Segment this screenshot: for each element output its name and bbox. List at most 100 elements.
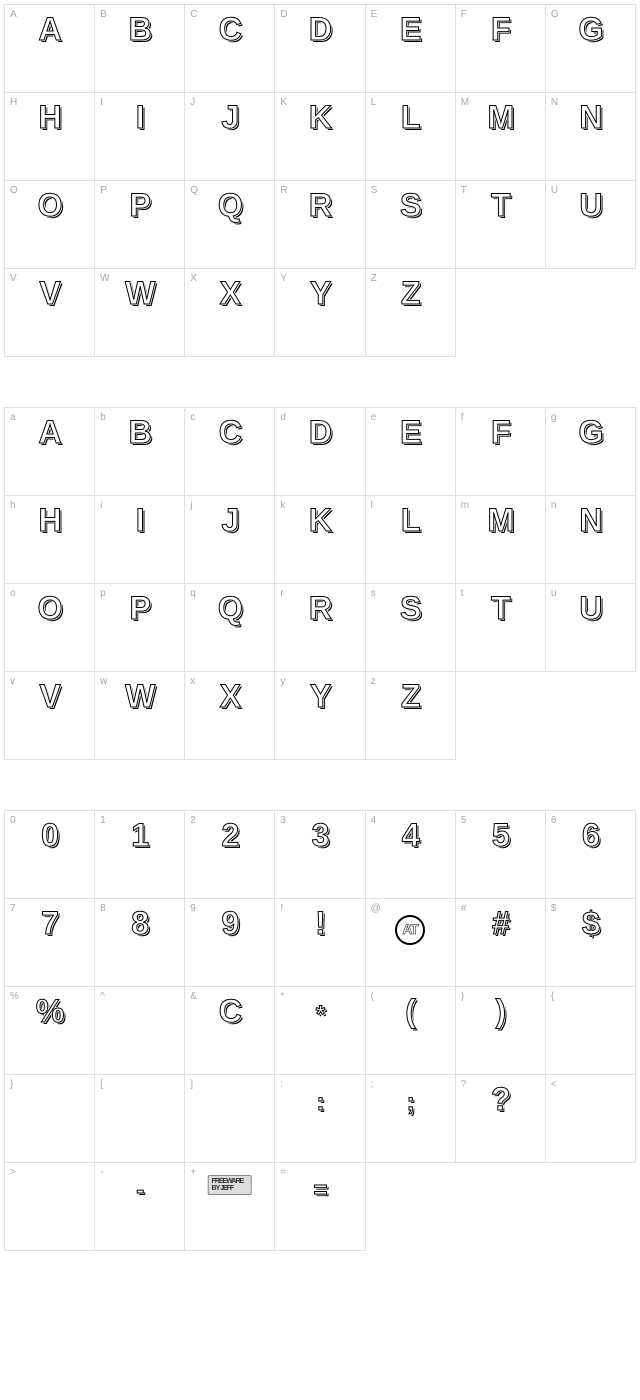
glyph-label: ^: [100, 991, 105, 1002]
glyph-cell[interactable]: ZZ: [366, 269, 456, 357]
glyph-cell[interactable]: sS: [366, 584, 456, 672]
glyph-cell[interactable]: OO: [5, 181, 95, 269]
glyph-cell[interactable]: JJ: [185, 93, 275, 181]
glyph-cell[interactable]: PP: [95, 181, 185, 269]
glyph-display: 3: [312, 817, 329, 854]
glyph-cell[interactable]: EE: [366, 5, 456, 93]
glyph-cell[interactable]: SS: [366, 181, 456, 269]
glyph-cell[interactable]: 77: [5, 899, 95, 987]
glyph-cell[interactable]: dD: [275, 408, 365, 496]
glyph-cell[interactable]: zZ: [366, 672, 456, 760]
glyph-display: D: [309, 11, 331, 48]
glyph-cell[interactable]: jJ: [185, 496, 275, 584]
glyph-cell[interactable]: II: [95, 93, 185, 181]
glyph-cell[interactable]: !!: [275, 899, 365, 987]
glyph-cell[interactable]: rR: [275, 584, 365, 672]
glyph-cell[interactable]: tT: [456, 584, 546, 672]
glyph-cell[interactable]: $$: [546, 899, 636, 987]
glyph-cell[interactable]: YY: [275, 269, 365, 357]
glyph-cell[interactable]: yY: [275, 672, 365, 760]
glyph-cell[interactable]: <: [546, 1075, 636, 1163]
glyph-cell[interactable]: ==: [275, 1163, 365, 1251]
glyph-cell[interactable]: RR: [275, 181, 365, 269]
glyph-cell[interactable]: oO: [5, 584, 95, 672]
glyph-cell[interactable]: 00: [5, 811, 95, 899]
glyph-display: :: [316, 1089, 323, 1117]
glyph-cell[interactable]: 88: [95, 899, 185, 987]
glyph-cell[interactable]: HH: [5, 93, 95, 181]
glyph-cell[interactable]: 66: [546, 811, 636, 899]
glyph-cell[interactable]: kK: [275, 496, 365, 584]
glyph-cell[interactable]: ??: [456, 1075, 546, 1163]
glyph-label: C: [190, 9, 197, 20]
glyph-cell[interactable]: gG: [546, 408, 636, 496]
glyph-cell[interactable]: pP: [95, 584, 185, 672]
glyph-cell[interactable]: LL: [366, 93, 456, 181]
glyph-label: P: [100, 185, 107, 196]
glyph-cell[interactable]: fF: [456, 408, 546, 496]
glyph-cell[interactable]: %%: [5, 987, 95, 1075]
glyph-label: 7: [10, 903, 16, 914]
glyph-cell[interactable]: ::: [275, 1075, 365, 1163]
glyph-cell[interactable]: uU: [546, 584, 636, 672]
glyph-cell[interactable]: 22: [185, 811, 275, 899]
glyph-cell[interactable]: 44: [366, 811, 456, 899]
glyph-cell[interactable]: **: [275, 987, 365, 1075]
glyph-cell[interactable]: [: [95, 1075, 185, 1163]
glyph-cell[interactable]: @AT: [366, 899, 456, 987]
glyph-cell[interactable]: aA: [5, 408, 95, 496]
glyph-cell[interactable]: ^: [95, 987, 185, 1075]
glyph-cell[interactable]: --: [95, 1163, 185, 1251]
glyph-cell[interactable]: VV: [5, 269, 95, 357]
glyph-display: X: [220, 678, 240, 715]
glyph-display: B: [129, 414, 151, 451]
glyph-cell[interactable]: GG: [546, 5, 636, 93]
glyph-cell[interactable]: lL: [366, 496, 456, 584]
glyph-cell[interactable]: 99: [185, 899, 275, 987]
glyph-cell[interactable]: nN: [546, 496, 636, 584]
glyph-cell[interactable]: TT: [456, 181, 546, 269]
glyph-cell[interactable]: qQ: [185, 584, 275, 672]
glyph-cell[interactable]: AA: [5, 5, 95, 93]
glyph-cell[interactable]: eE: [366, 408, 456, 496]
glyph-cell[interactable]: mM: [456, 496, 546, 584]
glyph-cell[interactable]: 11: [95, 811, 185, 899]
glyph-cell[interactable]: UU: [546, 181, 636, 269]
glyph-cell[interactable]: vV: [5, 672, 95, 760]
glyph-label: 5: [461, 815, 467, 826]
glyph-cell[interactable]: hH: [5, 496, 95, 584]
glyph-cell[interactable]: cC: [185, 408, 275, 496]
glyph-display: R: [309, 187, 331, 224]
glyph-cell[interactable]: XX: [185, 269, 275, 357]
glyph-cell[interactable]: >: [5, 1163, 95, 1251]
glyph-cell[interactable]: DD: [275, 5, 365, 93]
glyph-cell[interactable]: NN: [546, 93, 636, 181]
glyph-cell[interactable]: ;;: [366, 1075, 456, 1163]
glyph-cell[interactable]: BB: [95, 5, 185, 93]
glyph-cell[interactable]: iI: [95, 496, 185, 584]
glyph-cell[interactable]: CC: [185, 5, 275, 93]
glyph-label: %: [10, 991, 19, 1002]
glyph-cell[interactable]: +FREEWARE BY JEFF: [185, 1163, 275, 1251]
glyph-cell[interactable]: QQ: [185, 181, 275, 269]
glyph-cell[interactable]: }: [5, 1075, 95, 1163]
glyph-cell[interactable]: bB: [95, 408, 185, 496]
glyph-cell[interactable]: WW: [95, 269, 185, 357]
glyph-cell[interactable]: ((: [366, 987, 456, 1075]
glyph-cell[interactable]: {: [546, 987, 636, 1075]
glyph-cell[interactable]: KK: [275, 93, 365, 181]
glyph-label: w: [100, 676, 107, 687]
glyph-cell[interactable]: wW: [95, 672, 185, 760]
glyph-cell[interactable]: ##: [456, 899, 546, 987]
glyph-cell[interactable]: xX: [185, 672, 275, 760]
glyph-cell[interactable]: &C: [185, 987, 275, 1075]
glyph-display: Z: [401, 678, 420, 715]
glyph-cell[interactable]: 55: [456, 811, 546, 899]
glyph-cell[interactable]: )): [456, 987, 546, 1075]
glyph-cell[interactable]: 33: [275, 811, 365, 899]
glyph-cell[interactable]: FF: [456, 5, 546, 93]
glyph-cell[interactable]: ]: [185, 1075, 275, 1163]
glyph-display: X: [220, 275, 240, 312]
glyph-display: A: [39, 414, 61, 451]
glyph-cell[interactable]: MM: [456, 93, 546, 181]
